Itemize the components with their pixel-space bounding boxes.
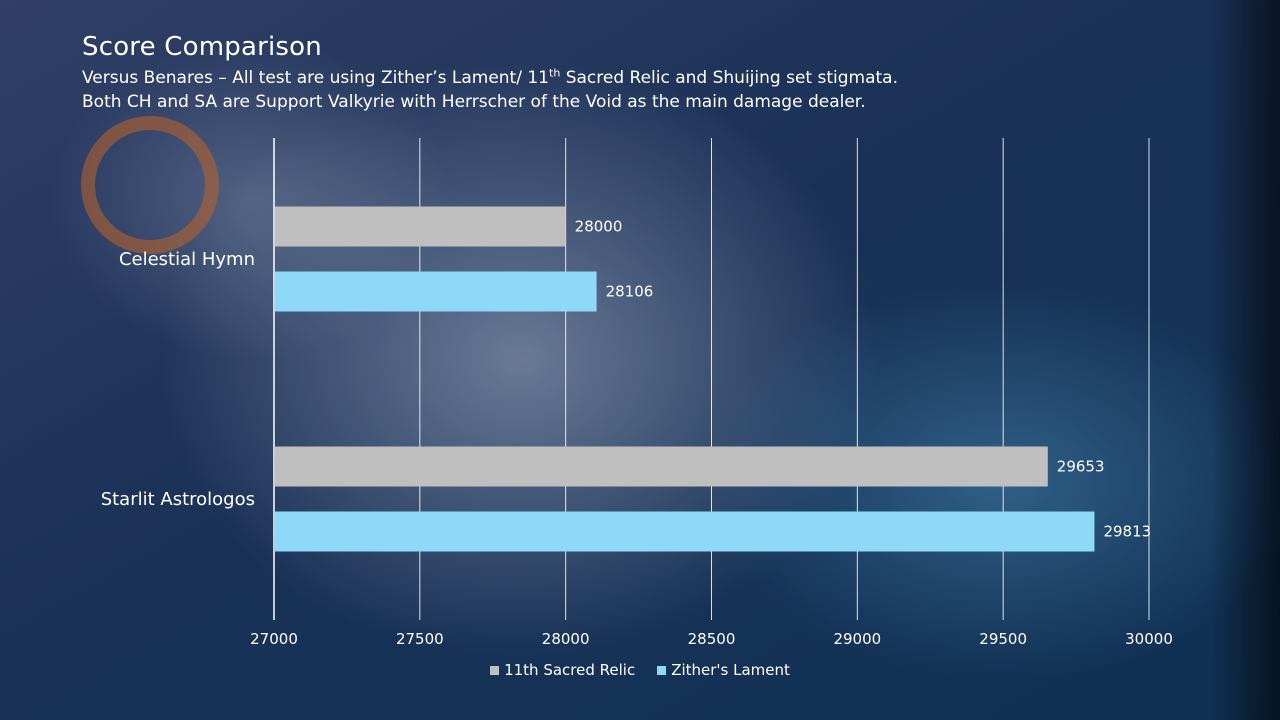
bar-zithers-lament: [275, 511, 1095, 552]
legend-label-zithers-lament: Zither's Lament: [671, 661, 790, 679]
category-label: Celestial Hymn: [119, 249, 255, 270]
subtitle-line-2: Both CH and SA are Support Valkyrie with…: [82, 92, 866, 112]
legend-label-sacred-relic: 11th Sacred Relic: [504, 661, 636, 679]
legend-item-zithers-lament: Zither's Lament: [657, 661, 790, 679]
bar-sacred-relic: [275, 206, 566, 247]
legend-item-sacred-relic: 11th Sacred Relic: [490, 661, 635, 679]
data-label: 28106: [606, 283, 654, 301]
x-tick-label: 27500: [396, 630, 444, 648]
x-tick-label: 30000: [1125, 630, 1173, 648]
data-label: 29653: [1057, 458, 1105, 476]
subtitle-line-1: Versus Benares – All test are using Zith…: [82, 66, 898, 88]
x-tick-label: 28500: [688, 630, 736, 648]
chart-subtitle: Versus Benares – All test are using Zith…: [82, 66, 898, 114]
chart-title: Score Comparison: [82, 32, 322, 62]
data-label: 29813: [1103, 523, 1151, 541]
legend-swatch-zithers-lament: [657, 665, 667, 675]
data-label: 28000: [575, 218, 623, 236]
chart-legend: 11th Sacred Relic Zither's Lament: [0, 661, 1280, 679]
bar-sacred-relic: [275, 446, 1048, 487]
category-label: Starlit Astrologos: [101, 489, 255, 510]
x-tick-label: 29500: [979, 630, 1027, 648]
bar-zithers-lament: [275, 271, 597, 312]
x-tick-label: 28000: [542, 630, 590, 648]
x-tick-label: 29000: [833, 630, 881, 648]
x-tick-label: 27000: [250, 630, 298, 648]
legend-swatch-sacred-relic: [490, 665, 500, 675]
